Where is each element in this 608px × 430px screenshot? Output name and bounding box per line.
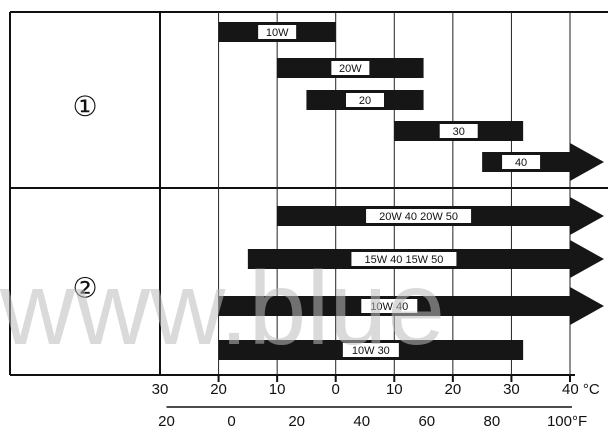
celsius-tick-label: 20 — [445, 381, 462, 398]
bar-label: 30 — [453, 126, 465, 138]
bar-arrowhead — [570, 287, 604, 325]
celsius-tick-label: 10 — [386, 381, 403, 398]
bar-label-box — [342, 343, 399, 357]
bar-label: 10W 30 — [352, 345, 390, 357]
bar-group: 30 — [394, 121, 524, 141]
bar-label-box — [351, 252, 457, 266]
bar-label-box — [502, 155, 541, 169]
celsius-tick-label: 20 — [210, 381, 227, 398]
fahrenheit-tick-label: 20 — [288, 413, 305, 430]
bar-label-box — [258, 25, 297, 39]
bar-group: 40 — [482, 143, 604, 181]
group-label: ① — [72, 91, 97, 122]
bar-label: 20W — [339, 63, 362, 75]
fahrenheit-tick-label: 0 — [227, 413, 235, 430]
fahrenheit-tick-label: 100°F — [547, 413, 587, 430]
celsius-tick-label: 40 °C — [562, 381, 600, 398]
celsius-tick-label: 30 — [152, 381, 169, 398]
bar-label-box — [361, 299, 418, 313]
bar-group: 10W — [218, 22, 336, 42]
bar-label: 40 — [515, 157, 527, 169]
bar-label-box — [439, 124, 478, 138]
bar-group: 10W 30 — [218, 340, 524, 360]
bar-label: 10W 40 — [370, 301, 408, 313]
celsius-tick-label: 30 — [503, 381, 520, 398]
fahrenheit-tick-label: 60 — [418, 413, 435, 430]
fahrenheit-tick-label: 80 — [484, 413, 501, 430]
bars: 10W 20W 20 30 40 20W 40 20W 50 15W 40 15W 50 10… — [218, 22, 604, 360]
bar-group: 20 — [306, 90, 424, 110]
bar-group: 10W 40 — [218, 287, 604, 325]
bar-arrowhead — [570, 143, 604, 181]
bar-label: 15W 40 15W 50 — [364, 254, 443, 266]
fahrenheit-tick-label: 40 — [353, 413, 370, 430]
bar-label: 20W 40 20W 50 — [379, 211, 458, 223]
bar-label-box — [346, 93, 384, 107]
bar-group: 15W 40 15W 50 — [247, 240, 604, 278]
bar-arrowhead — [570, 240, 604, 278]
group-label: ② — [72, 273, 97, 304]
bar-group: 20W — [277, 58, 424, 78]
watermark-text: www.blue — [0, 251, 445, 367]
celsius-tick-label: 10 — [269, 381, 286, 398]
bar-group: 20W 40 20W 50 — [277, 197, 604, 235]
bar-label: 20 — [359, 95, 371, 107]
bar-label: 10W — [266, 27, 289, 39]
temperature-axes: 30 20 10 0 10 20 30 40 °C20 0 20 40 60 80 100°F — [152, 381, 600, 430]
group-labels: ①② — [72, 91, 97, 304]
bar-label-box — [331, 61, 370, 75]
bar-label-box — [366, 209, 472, 223]
bar-arrowhead — [570, 197, 604, 235]
fahrenheit-tick-label: 20 — [158, 413, 175, 430]
celsius-tick-label: 0 — [332, 381, 340, 398]
